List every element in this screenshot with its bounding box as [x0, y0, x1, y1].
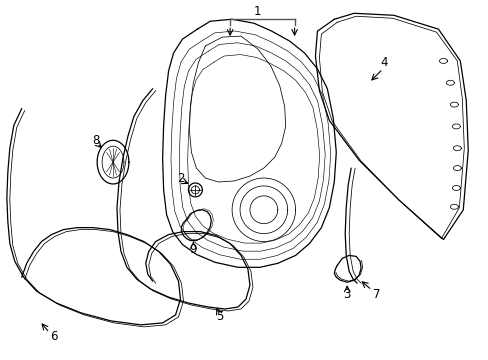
Text: 2: 2 [176, 171, 184, 185]
Text: 9: 9 [189, 243, 197, 256]
Text: 4: 4 [379, 57, 387, 69]
Text: 5: 5 [216, 310, 224, 323]
Text: 3: 3 [343, 288, 350, 301]
Text: 7: 7 [372, 288, 380, 301]
Text: 6: 6 [50, 330, 57, 343]
Text: 1: 1 [254, 5, 261, 18]
Text: 8: 8 [92, 134, 100, 147]
